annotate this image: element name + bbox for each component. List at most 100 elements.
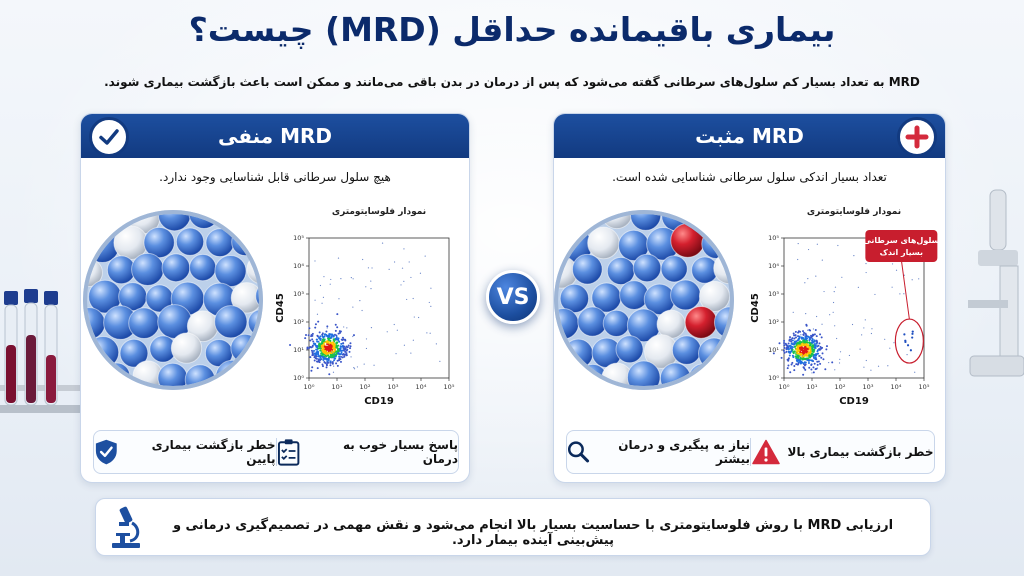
scatter-point xyxy=(316,348,319,351)
scatter-point xyxy=(289,344,292,347)
scatter-point xyxy=(805,323,808,326)
scatter-point xyxy=(813,348,816,351)
scatter-point xyxy=(818,354,821,357)
scatter-point xyxy=(365,347,368,350)
scatter-point xyxy=(807,362,810,365)
scatter-point xyxy=(352,334,355,337)
scatter-point xyxy=(802,373,805,376)
x-tick-label: 10⁴ xyxy=(891,383,902,391)
scatter-point xyxy=(316,351,319,354)
scatter-point xyxy=(792,311,794,313)
scatter-point xyxy=(817,360,820,363)
cells-with-cancer-illustration xyxy=(554,210,734,390)
scatter-point xyxy=(796,345,799,348)
scatter-point xyxy=(803,343,806,346)
page-subtitle: MRD به تعداد بسیار کم سلول‌های سرطانی گف… xyxy=(104,75,920,89)
scatter-point xyxy=(808,366,811,369)
flow-cytometry-chart-positive: نمودار فلوسایتومتری 10⁰ 10¹ 10² 10³ 10⁴ 10⁵ 10⁰… xyxy=(750,207,938,407)
scatter-point xyxy=(333,359,336,362)
scatter-point xyxy=(330,336,333,339)
scatter-point xyxy=(406,298,408,301)
scatter-point xyxy=(834,325,836,327)
scatter-point xyxy=(839,358,841,360)
scatter-point xyxy=(790,363,793,366)
scatter-point xyxy=(365,286,367,288)
scatter-point xyxy=(791,354,794,357)
scatter-point xyxy=(338,298,340,300)
scatter-point xyxy=(918,278,920,280)
scatter-point xyxy=(336,326,339,329)
scatter-point xyxy=(797,330,800,333)
healthy-cell xyxy=(573,214,602,228)
healthy-cell xyxy=(701,228,730,259)
white-cell xyxy=(587,226,620,260)
plus-icon xyxy=(905,125,929,149)
scatter-point xyxy=(325,347,328,350)
scatter-point xyxy=(327,357,330,360)
scatter-point xyxy=(343,326,345,328)
scatter-point xyxy=(789,347,792,350)
scatter-point xyxy=(309,356,312,359)
mrd-negative-header: MRD منفی xyxy=(81,114,469,158)
scatter-point xyxy=(811,372,813,374)
scatter-point xyxy=(832,311,834,313)
check-badge xyxy=(89,117,129,157)
scatter-point xyxy=(393,261,396,263)
scatter-point xyxy=(798,335,801,338)
scatter-point xyxy=(816,363,819,366)
scatter-point xyxy=(338,355,341,358)
scatter-point xyxy=(327,345,330,348)
scatter-point xyxy=(350,277,352,279)
scatter-point xyxy=(341,349,344,352)
healthy-cell xyxy=(615,335,644,364)
scatter-point xyxy=(838,362,841,364)
healthy-cell xyxy=(577,306,608,337)
scatter-point xyxy=(884,338,886,340)
scatter-point xyxy=(341,356,344,359)
scatter-point xyxy=(790,342,793,345)
scatter-point xyxy=(320,352,323,355)
scatter-point xyxy=(870,369,872,371)
scatter-point xyxy=(863,366,865,368)
scatter-point xyxy=(314,344,317,347)
scatter-point xyxy=(322,355,325,358)
scatter-point xyxy=(802,330,805,333)
scatter-point xyxy=(802,366,805,369)
scatter-point xyxy=(316,367,319,370)
flow-cytometry-chart-negative: نمودار فلوسایتومتری 10⁰ 10¹ 10² 10³ 10⁴ 10⁵ 10⁰… xyxy=(275,207,455,407)
scatter-point xyxy=(833,291,835,293)
scatter-point xyxy=(825,348,828,351)
scatter-point xyxy=(321,340,324,343)
scatter-point xyxy=(328,348,331,351)
scatter-point xyxy=(810,334,813,337)
healthy-cell xyxy=(571,253,603,285)
scatter-point xyxy=(333,338,336,341)
healthy-cell xyxy=(245,364,259,386)
healthy-cell xyxy=(619,280,649,310)
scatter-point xyxy=(797,331,800,334)
scatter-point xyxy=(798,349,801,352)
scatter-point xyxy=(904,340,907,344)
scatter-point xyxy=(339,345,342,348)
scatter-point xyxy=(365,338,368,340)
scatter-point xyxy=(808,342,811,345)
scatter-point xyxy=(353,368,356,370)
scatter-point xyxy=(314,260,316,262)
scatter-point xyxy=(822,358,825,361)
chart-title: نمودار فلوسایتومتری xyxy=(807,207,901,217)
test-tubes-decoration xyxy=(0,289,80,413)
scatter-point xyxy=(332,344,335,347)
clipboard-checklist-icon xyxy=(277,439,299,466)
scatter-point xyxy=(903,293,905,295)
y-tick-label: 10³ xyxy=(293,290,304,298)
scatter-point xyxy=(813,362,816,365)
scatter-point xyxy=(314,357,317,360)
scatter-point xyxy=(371,267,373,269)
scatter-point xyxy=(373,364,375,366)
healthy-cell xyxy=(128,307,160,340)
healthy-cell xyxy=(558,359,579,386)
scatter-point xyxy=(317,355,320,358)
scatter-point xyxy=(320,344,323,347)
scatter-point xyxy=(793,343,796,346)
scatter-point xyxy=(812,350,815,353)
